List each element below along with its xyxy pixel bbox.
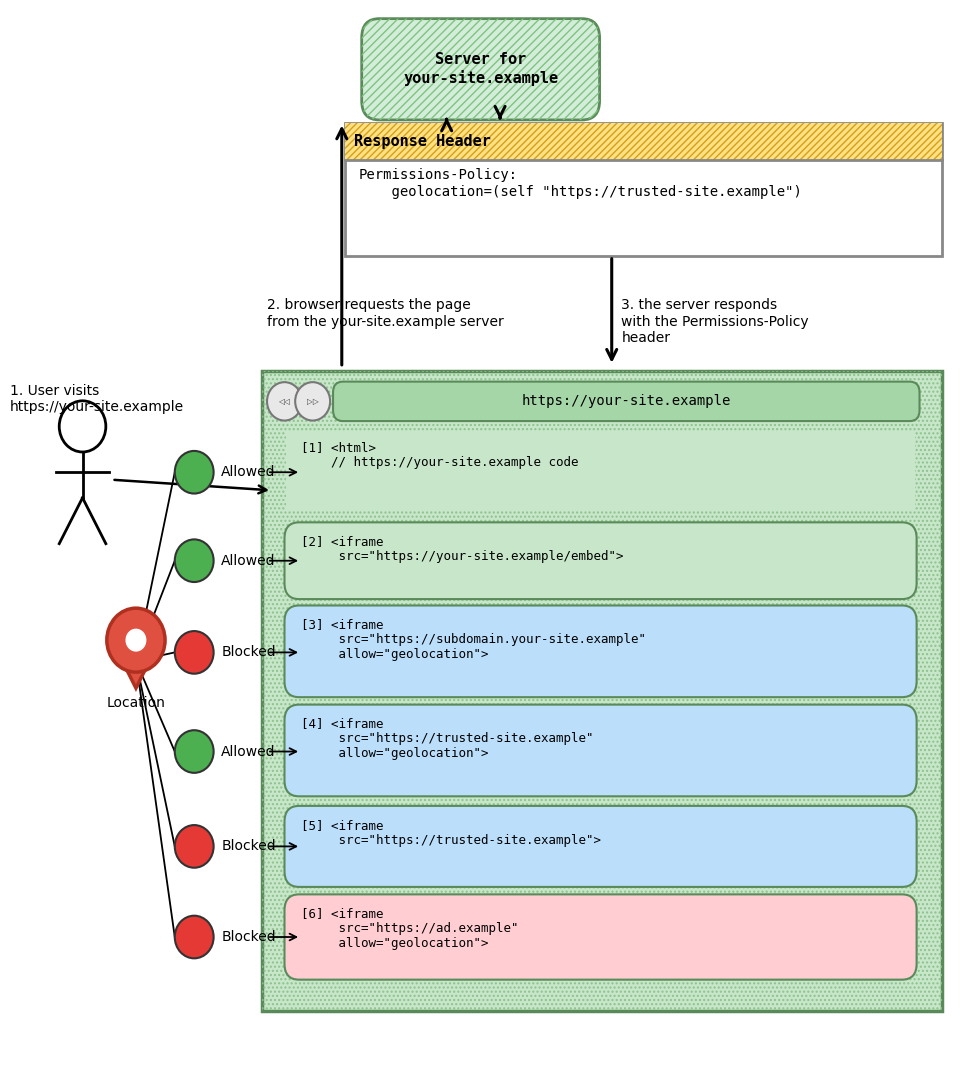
Text: https://your-site.example: https://your-site.example: [521, 394, 731, 408]
Text: [1] <html>
    // https://your-site.example code: [1] <html> // https://your-site.example …: [301, 441, 579, 469]
Bar: [345, 123, 942, 160]
Text: Server for
your-site.example: Server for your-site.example: [403, 52, 558, 86]
Polygon shape: [120, 656, 152, 689]
Circle shape: [107, 608, 165, 673]
Text: ◁◁: ◁◁: [279, 397, 290, 406]
Bar: [262, 371, 942, 1011]
Circle shape: [295, 382, 330, 420]
Circle shape: [175, 539, 214, 582]
Text: [6] <iframe
     src="https://ad.example"
     allow="geolocation">: [6] <iframe src="https://ad.example" all…: [301, 907, 519, 950]
Circle shape: [267, 382, 302, 420]
Circle shape: [59, 401, 106, 452]
Bar: [262, 371, 942, 1011]
Text: [3] <iframe
     src="https://subdomain.your-site.example"
     allow="geolocati: [3] <iframe src="https://subdomain.your-…: [301, 618, 646, 661]
Circle shape: [175, 825, 214, 868]
Text: [4] <iframe
     src="https://trusted-site.example"
     allow="geolocation">: [4] <iframe src="https://trusted-site.ex…: [301, 717, 593, 760]
Text: Allowed: Allowed: [221, 465, 276, 480]
FancyBboxPatch shape: [285, 806, 917, 887]
Circle shape: [175, 451, 214, 494]
Text: Response Header: Response Header: [354, 133, 491, 149]
Text: Allowed: Allowed: [221, 744, 276, 759]
FancyBboxPatch shape: [285, 894, 917, 980]
Text: Blocked: Blocked: [221, 645, 276, 660]
Text: Permissions-Policy:
    geolocation=(self "https://trusted-site.example"): Permissions-Policy: geolocation=(self "h…: [358, 168, 802, 198]
Text: ▷▷: ▷▷: [307, 397, 318, 406]
Circle shape: [125, 629, 147, 651]
FancyBboxPatch shape: [285, 705, 917, 796]
Circle shape: [175, 916, 214, 958]
Text: Location: Location: [107, 696, 165, 710]
Circle shape: [175, 730, 214, 773]
Text: [2] <iframe
     src="https://your-site.example/embed">: [2] <iframe src="https://your-site.examp…: [301, 535, 623, 563]
Text: Blocked: Blocked: [221, 839, 276, 854]
Bar: [345, 123, 942, 256]
Text: 2. browser requests the page
from the your-site.example server: 2. browser requests the page from the yo…: [267, 298, 504, 328]
FancyBboxPatch shape: [333, 382, 920, 421]
Bar: [345, 123, 942, 160]
Bar: [286, 431, 915, 510]
Text: Blocked: Blocked: [221, 930, 276, 944]
Text: 3. the server responds
with the Permissions-Policy
header: 3. the server responds with the Permissi…: [621, 298, 809, 345]
Text: Allowed: Allowed: [221, 553, 276, 568]
Text: 1. User visits
https://your-site.example: 1. User visits https://your-site.example: [10, 384, 184, 414]
FancyBboxPatch shape: [285, 522, 917, 599]
Text: [5] <iframe
     src="https://trusted-site.example">: [5] <iframe src="https://trusted-site.ex…: [301, 819, 601, 846]
FancyBboxPatch shape: [285, 605, 917, 697]
FancyBboxPatch shape: [362, 18, 599, 119]
Circle shape: [175, 631, 214, 674]
